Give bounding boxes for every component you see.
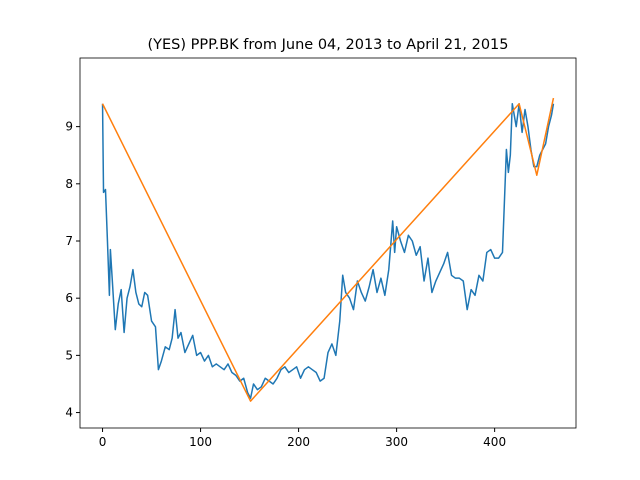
x-tick-label: 100	[189, 435, 212, 449]
x-tick-label: 0	[99, 435, 107, 449]
y-tick-label: 6	[65, 291, 73, 305]
line-series	[101, 97, 555, 402]
chart-title: (YES) PPP.BK from June 04, 2013 to April…	[148, 37, 509, 53]
x-tick-label: 400	[483, 435, 506, 449]
x-tick-label: 300	[385, 435, 408, 449]
line-series	[101, 103, 555, 400]
y-tick-label: 4	[65, 406, 73, 420]
y-tick-label: 9	[65, 120, 73, 134]
plot-frame	[79, 57, 577, 429]
y-tick-label: 7	[65, 234, 73, 248]
y-tick-label: 5	[65, 348, 73, 362]
y-tick-label: 8	[65, 177, 73, 191]
x-tick-label: 200	[287, 435, 310, 449]
